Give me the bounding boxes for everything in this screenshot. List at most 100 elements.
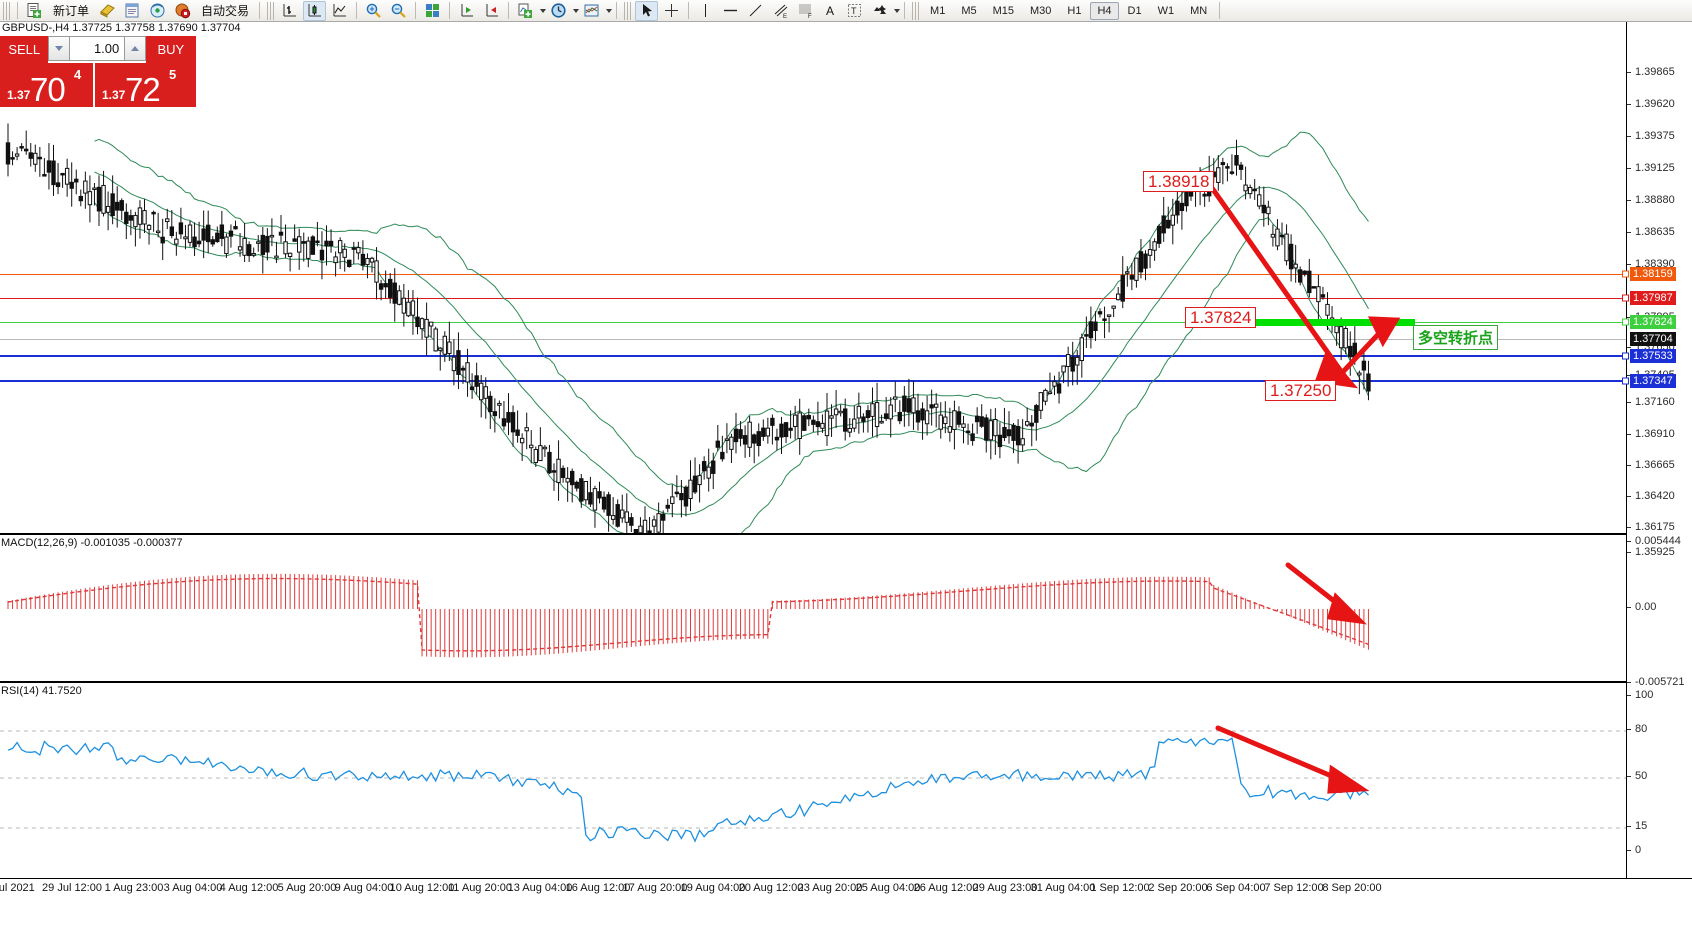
svg-text:F: F bbox=[808, 14, 812, 19]
level-handle-icon[interactable] bbox=[1622, 318, 1629, 326]
timeframe-h4[interactable]: H4 bbox=[1090, 1, 1119, 20]
level-handle-icon[interactable] bbox=[1622, 352, 1629, 360]
price-level-label-blue-level[interactable]: 1.37533 bbox=[1622, 349, 1676, 363]
line-chart-icon[interactable] bbox=[328, 1, 351, 21]
macd-pane[interactable]: MACD(12,26,9) -0.001035 -0.000377 bbox=[0, 533, 1626, 681]
new-order-icon[interactable] bbox=[23, 1, 46, 21]
expert-advisor-icon[interactable] bbox=[96, 1, 119, 21]
candle bbox=[1143, 250, 1148, 281]
text-icon[interactable]: A bbox=[826, 3, 835, 18]
candlestick-icon[interactable] bbox=[303, 0, 327, 21]
sell-button[interactable]: SELL bbox=[0, 36, 49, 63]
zoom-in-icon[interactable] bbox=[362, 1, 385, 21]
last-price-line bbox=[0, 339, 1626, 340]
chevron-down-icon[interactable] bbox=[540, 8, 547, 13]
vertical-line-icon[interactable] bbox=[694, 1, 717, 21]
candle bbox=[838, 404, 843, 417]
timeframe-m15[interactable]: M15 bbox=[992, 4, 1015, 17]
green-level-line[interactable] bbox=[0, 322, 1626, 323]
toolbar-grip[interactable] bbox=[3, 1, 10, 20]
crosshair-icon[interactable] bbox=[660, 1, 683, 21]
price-tick: 1.36910 bbox=[1627, 428, 1675, 440]
price-level-label-orange-level[interactable]: 1.38159 bbox=[1622, 267, 1676, 281]
candle bbox=[833, 390, 839, 429]
candle bbox=[319, 231, 325, 280]
text-label-icon[interactable]: T bbox=[843, 1, 866, 21]
toolbar-grip[interactable] bbox=[912, 1, 920, 20]
candle bbox=[761, 419, 766, 441]
candle bbox=[1034, 403, 1039, 441]
shift-end-icon[interactable] bbox=[480, 1, 503, 21]
trendline-icon[interactable] bbox=[744, 1, 767, 21]
turn-label[interactable]: 1.37824 bbox=[1185, 307, 1257, 328]
equidistant-channel-icon[interactable]: E bbox=[769, 1, 792, 21]
sell-price-display[interactable]: 1.37 70 4 bbox=[0, 63, 93, 108]
blue-level-line-2[interactable] bbox=[0, 380, 1626, 382]
date-tick: 1 Sep 12:00 bbox=[1090, 882, 1150, 894]
timeframe-m30[interactable]: M30 bbox=[1030, 4, 1052, 17]
timeframe-w1[interactable]: W1 bbox=[1157, 4, 1175, 17]
price-level-label-blue-level[interactable]: 1.37347 bbox=[1622, 374, 1676, 388]
candle bbox=[1257, 186, 1262, 210]
price-level-label-green-level[interactable]: 1.37824 bbox=[1622, 315, 1676, 329]
level-handle-icon[interactable] bbox=[1622, 294, 1629, 302]
price-level-label-red-level[interactable]: 1.37987 bbox=[1622, 291, 1676, 305]
autotrading-icon[interactable] bbox=[171, 1, 194, 21]
horizontal-line-icon[interactable] bbox=[719, 1, 742, 21]
toolbar-grip[interactable] bbox=[267, 1, 275, 20]
rsi-pane[interactable]: RSI(14) 41.7520 bbox=[0, 681, 1626, 878]
timeframe-mn[interactable]: MN bbox=[1190, 4, 1208, 17]
candle bbox=[55, 163, 61, 195]
chevron-down-icon[interactable] bbox=[894, 8, 901, 13]
shapes-icon[interactable] bbox=[868, 1, 891, 21]
candle bbox=[597, 481, 602, 504]
buy-button[interactable]: BUY bbox=[145, 36, 197, 63]
date-tick: 3 Aug 04:00 bbox=[163, 882, 223, 894]
cursor-icon[interactable] bbox=[635, 0, 659, 21]
level-handle-icon[interactable] bbox=[1622, 270, 1629, 278]
high-label[interactable]: 1.38918 bbox=[1143, 171, 1215, 192]
navigator-icon[interactable] bbox=[146, 1, 169, 21]
timeframe-m5[interactable]: M5 bbox=[961, 4, 977, 17]
indicators-icon[interactable] bbox=[514, 1, 537, 21]
red-level-line[interactable] bbox=[0, 298, 1626, 299]
price-pane[interactable]: GBPUSD-,H4 1.37725 1.37758 1.37690 1.377… bbox=[0, 22, 1626, 554]
fibonacci-icon[interactable]: F bbox=[794, 1, 817, 21]
grid-layout-icon[interactable] bbox=[421, 1, 444, 21]
date-axis[interactable]: Jul 2021 29 Jul 12:001 Aug 23:003 Aug 04:… bbox=[0, 878, 1692, 941]
data-window-icon[interactable] bbox=[121, 1, 144, 21]
price-tick: 1.38635 bbox=[1627, 226, 1675, 238]
date-tick: 17 Aug 20:00 bbox=[622, 882, 688, 894]
new-order-button[interactable]: 新订单 bbox=[53, 4, 90, 18]
templates-icon[interactable] bbox=[580, 1, 603, 21]
bar-chart-icon[interactable] bbox=[278, 1, 301, 21]
auto-trading-button[interactable]: 自动交易 bbox=[201, 4, 250, 18]
zoom-out-icon[interactable] bbox=[387, 1, 410, 21]
blue-level-line-1[interactable] bbox=[0, 355, 1626, 357]
timeframe-m1[interactable]: M1 bbox=[930, 4, 946, 17]
rsi-tick: 50 bbox=[1626, 770, 1648, 782]
price-axis[interactable]: 1.39865 1.39620 1.39375 1.39125 1.38880 1.386… bbox=[1622, 22, 1692, 878]
orange-level-line[interactable] bbox=[0, 274, 1626, 275]
shift-start-icon[interactable] bbox=[455, 1, 478, 21]
recent-label[interactable]: 1.37250 bbox=[1265, 380, 1337, 401]
volume-increase-button[interactable] bbox=[124, 36, 146, 61]
toolbar-grip[interactable] bbox=[624, 1, 632, 20]
candle bbox=[151, 210, 156, 232]
chart-area[interactable]: GBPUSD-,H4 1.37725 1.37758 1.37690 1.377… bbox=[0, 22, 1692, 941]
timeframe-d1[interactable]: D1 bbox=[1127, 4, 1142, 17]
volume-decrease-button[interactable] bbox=[48, 36, 70, 61]
cn-annotation-label[interactable]: 多空转折点 bbox=[1413, 325, 1499, 350]
candle bbox=[606, 491, 611, 532]
price-level-label-last-price[interactable]: 1.37704 bbox=[1630, 332, 1676, 346]
timeframe-clock-icon[interactable] bbox=[547, 1, 570, 21]
buy-price-display[interactable]: 1.37 72 5 bbox=[95, 63, 196, 108]
date-tick: 19 Aug 04:00 bbox=[680, 882, 746, 894]
one-click-trading-panel[interactable]: SELL 1.00 BUY 1.37 70 4 1.37 72 5 bbox=[0, 36, 197, 108]
volume-input[interactable]: 1.00 bbox=[69, 36, 125, 61]
candle bbox=[601, 491, 607, 513]
chevron-down-icon[interactable] bbox=[606, 8, 613, 13]
level-handle-icon[interactable] bbox=[1622, 377, 1629, 385]
timeframe-h1[interactable]: H1 bbox=[1067, 4, 1082, 17]
chevron-down-icon[interactable] bbox=[573, 8, 580, 13]
